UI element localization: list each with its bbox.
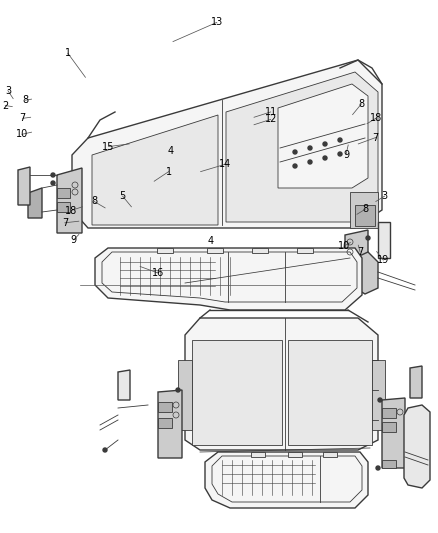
Polygon shape — [278, 84, 368, 188]
Polygon shape — [355, 252, 378, 294]
Circle shape — [176, 388, 180, 392]
Text: 8: 8 — [91, 197, 97, 206]
Circle shape — [51, 173, 55, 177]
Text: 7: 7 — [20, 114, 26, 123]
Text: 10: 10 — [16, 130, 28, 139]
Polygon shape — [207, 248, 223, 253]
Polygon shape — [382, 422, 396, 432]
Text: 4: 4 — [207, 236, 213, 246]
Polygon shape — [355, 205, 375, 226]
Circle shape — [366, 236, 370, 240]
Polygon shape — [382, 460, 396, 468]
Polygon shape — [72, 60, 382, 228]
Polygon shape — [345, 230, 368, 258]
Text: 3: 3 — [5, 86, 11, 95]
Polygon shape — [252, 248, 268, 253]
Polygon shape — [323, 452, 337, 457]
Polygon shape — [205, 452, 368, 508]
Circle shape — [338, 152, 342, 156]
Polygon shape — [185, 318, 378, 450]
Circle shape — [103, 448, 107, 452]
Polygon shape — [18, 167, 30, 205]
Text: 5: 5 — [120, 191, 126, 201]
Polygon shape — [158, 418, 172, 428]
Text: 8: 8 — [363, 204, 369, 214]
Polygon shape — [57, 168, 82, 233]
Text: 19: 19 — [377, 255, 389, 265]
Polygon shape — [288, 452, 302, 457]
Polygon shape — [178, 360, 192, 430]
Circle shape — [308, 160, 312, 164]
Circle shape — [323, 156, 327, 160]
Text: 7: 7 — [373, 133, 379, 142]
Polygon shape — [157, 248, 173, 253]
Circle shape — [338, 138, 342, 142]
Text: 7: 7 — [62, 218, 68, 228]
Text: 4: 4 — [168, 146, 174, 156]
Text: 14: 14 — [219, 159, 232, 169]
Circle shape — [293, 150, 297, 154]
Polygon shape — [92, 115, 218, 225]
Text: 3: 3 — [381, 191, 388, 201]
Circle shape — [323, 142, 327, 146]
Polygon shape — [57, 188, 70, 198]
Polygon shape — [158, 390, 182, 458]
Polygon shape — [288, 340, 372, 445]
Polygon shape — [192, 340, 282, 445]
Circle shape — [51, 181, 55, 185]
Polygon shape — [28, 188, 42, 218]
Text: 1: 1 — [166, 167, 172, 176]
Text: 18: 18 — [65, 206, 77, 215]
Circle shape — [308, 146, 312, 150]
Circle shape — [376, 466, 380, 470]
Polygon shape — [382, 398, 405, 468]
Polygon shape — [251, 452, 265, 457]
Polygon shape — [350, 192, 378, 228]
Text: 11: 11 — [265, 107, 277, 117]
Polygon shape — [57, 202, 70, 212]
Polygon shape — [226, 72, 378, 222]
Text: 2: 2 — [2, 101, 8, 110]
Text: 8: 8 — [22, 95, 28, 105]
Text: 9: 9 — [71, 235, 77, 245]
Text: 1: 1 — [65, 49, 71, 58]
Polygon shape — [378, 222, 390, 258]
Text: 16: 16 — [152, 268, 164, 278]
Polygon shape — [382, 408, 396, 418]
Text: 9: 9 — [343, 150, 349, 159]
Text: 12: 12 — [265, 115, 277, 124]
Text: 8: 8 — [358, 99, 364, 109]
Polygon shape — [118, 370, 130, 400]
Polygon shape — [297, 248, 313, 253]
Text: 7: 7 — [357, 247, 363, 256]
Text: 15: 15 — [102, 142, 115, 151]
Polygon shape — [404, 405, 430, 488]
Polygon shape — [372, 360, 385, 430]
Text: 13: 13 — [211, 18, 223, 27]
Polygon shape — [95, 248, 362, 310]
Circle shape — [293, 164, 297, 168]
Polygon shape — [158, 402, 172, 412]
Text: 18: 18 — [370, 114, 382, 123]
Polygon shape — [410, 366, 422, 398]
Circle shape — [378, 398, 382, 402]
Text: 10: 10 — [338, 241, 350, 251]
